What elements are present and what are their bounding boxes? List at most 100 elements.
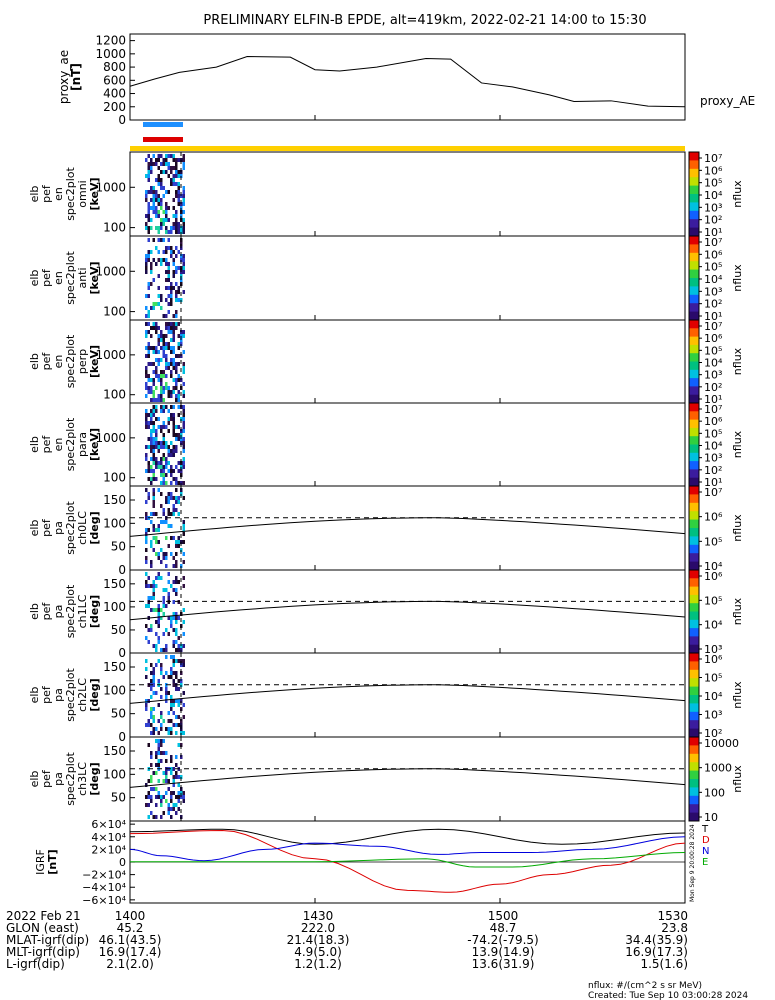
heatmap-cell: [162, 194, 165, 198]
heatmap-cell: [157, 342, 160, 346]
heatmap-cell: [182, 791, 185, 795]
y-tick-label: 1000: [95, 348, 126, 362]
heatmap-cell: [175, 616, 178, 620]
axis-label: pa: [52, 521, 65, 535]
heatmap-cell: [160, 445, 163, 449]
colorbar-segment: [689, 452, 699, 462]
heatmap-cell: [167, 500, 170, 504]
heatmap-cell: [177, 679, 180, 683]
axis-label: elb: [28, 520, 41, 537]
heatmap-cell: [160, 504, 163, 508]
heatmap-cell: [150, 449, 153, 453]
heatmap-cell: [167, 386, 170, 390]
heatmap-cell: [145, 226, 148, 230]
heatmap-cell: [170, 815, 173, 819]
colorbar-tick-label: 10³: [704, 643, 722, 656]
colorbar-segment: [689, 737, 699, 746]
heatmap-cell: [167, 691, 170, 695]
heatmap-cell: [147, 628, 150, 632]
heatmap-cell: [172, 556, 175, 560]
igrf-legend-D: D: [702, 835, 710, 846]
heatmap-cell: [160, 429, 163, 433]
heatmap-cell: [155, 477, 158, 481]
heatmap-cell: [150, 190, 153, 194]
colorbar-tick-label: 10⁴: [704, 619, 723, 632]
heatmap-cell: [177, 413, 180, 417]
heatmap-cell: [145, 548, 148, 552]
colorbar-tick-label: 10³: [704, 452, 722, 465]
heatmap-cell: [162, 520, 165, 524]
heatmap-cell: [160, 473, 163, 477]
heatmap-cell: [147, 310, 150, 314]
heatmap-cell: [175, 174, 178, 178]
colorbar-segment: [689, 261, 699, 271]
heatmap-cell: [147, 322, 150, 326]
heatmap-cell: [150, 421, 153, 425]
heatmap-cell: [160, 799, 163, 803]
heatmap-cell: [147, 386, 150, 390]
heatmap-cell: [150, 186, 153, 190]
heatmap-cell: [150, 671, 153, 675]
heatmap-cell: [172, 699, 175, 703]
heatmap-cell: [157, 743, 160, 747]
heatmap-cell: [157, 763, 160, 767]
heatmap-cell: [152, 194, 155, 198]
heatmap-cell: [147, 604, 150, 608]
heatmap-cell: [152, 667, 155, 671]
colorbar-tick-label: 10¹: [704, 393, 722, 406]
heatmap-cell: [145, 174, 148, 178]
heatmap-cell: [167, 326, 170, 330]
heatmap-cell: [145, 425, 148, 429]
heatmap-cell: [157, 182, 160, 186]
heatmap-cell: [145, 659, 148, 663]
heatmap-cell: [157, 795, 160, 799]
heatmap-cell: [155, 644, 158, 648]
heatmap-cell: [150, 711, 153, 715]
heatmap-cell: [160, 262, 163, 266]
heatmap-cell: [150, 346, 153, 350]
heatmap-cell: [160, 743, 163, 747]
igrf-legend-N: N: [702, 846, 709, 857]
heatmap-cell: [162, 409, 165, 413]
heatmap-cell: [172, 588, 175, 592]
heatmap-cell: [165, 441, 168, 445]
heatmap-cell: [172, 350, 175, 354]
heatmap-cell: [177, 795, 180, 799]
heatmap-cell: [160, 162, 163, 166]
colorbar-segment: [689, 219, 699, 229]
heatmap-cell: [160, 723, 163, 727]
heatmap-cell: [167, 787, 170, 791]
colorbar-segment: [689, 795, 699, 805]
heatmap-cell: [167, 294, 170, 298]
heatmap-cell: [157, 154, 160, 158]
colorbar-segment: [689, 720, 699, 730]
science-zone-bar-blue: [143, 122, 183, 127]
heatmap-cell: [155, 795, 158, 799]
heatmap-cell: [177, 544, 180, 548]
heatmap-cell: [165, 214, 168, 218]
heatmap-cell: [157, 358, 160, 362]
heatmap-cell: [155, 751, 158, 755]
heatmap-cell: [157, 759, 160, 763]
colorbar-segment: [689, 669, 699, 679]
heatmap-cell: [157, 659, 160, 663]
heatmap-cell: [165, 270, 168, 274]
heatmap-cell: [170, 492, 173, 496]
heatmap-cell: [150, 731, 153, 735]
colorbar-tick-label: 10⁶: [704, 570, 723, 583]
heatmap-cell: [147, 723, 150, 727]
colorbar-segment: [689, 320, 699, 329]
heatmap-cell: [170, 695, 173, 699]
heatmap-cell: [152, 405, 155, 409]
heatmap-cell: [152, 202, 155, 206]
heatmap-cell: [157, 528, 160, 532]
heatmap-cell: [160, 687, 163, 691]
loss-cone-curve: [129, 768, 686, 788]
heatmap-cell: [172, 640, 175, 644]
heatmap-cell: [175, 755, 178, 759]
colorbar-tick-label: 10³: [704, 709, 722, 722]
heatmap-cell: [157, 378, 160, 382]
heatmap-cell: [160, 382, 163, 386]
y-tick-label: 50: [111, 623, 126, 637]
heatmap-cell: [177, 687, 180, 691]
